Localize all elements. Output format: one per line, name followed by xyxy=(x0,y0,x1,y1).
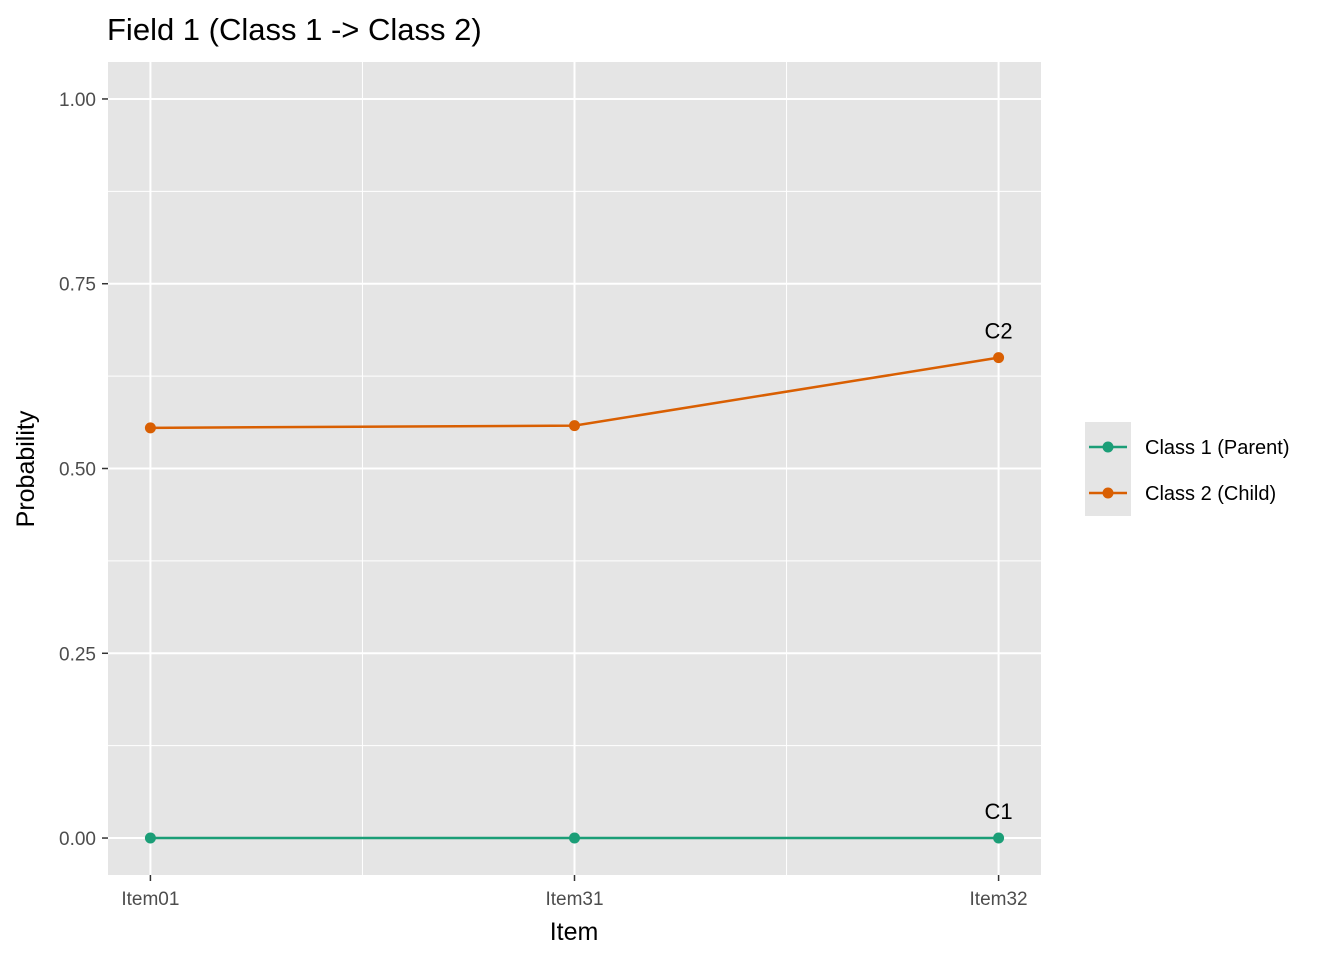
y-tick-label: 0.50 xyxy=(59,460,96,481)
series-2-point xyxy=(144,422,156,434)
x-tick-label: Item31 xyxy=(545,889,603,910)
legend-key-point xyxy=(1102,441,1114,453)
y-tick-label: 1.00 xyxy=(59,90,96,111)
series-1-point xyxy=(993,832,1005,844)
legend-label: Class 1 (Parent) xyxy=(1145,437,1290,459)
legend-label: Class 2 (Child) xyxy=(1145,483,1276,505)
y-axis: 0.00 0.25 0.50 0.75 1.00 xyxy=(59,90,108,850)
series-2-point xyxy=(993,352,1005,364)
x-tick-label: Item32 xyxy=(970,889,1028,910)
y-tick-label: 0.75 xyxy=(59,275,96,296)
series-1-end-label: C1 xyxy=(985,799,1013,824)
y-tick-label: 0.00 xyxy=(59,829,96,850)
series-2-end-label: C2 xyxy=(985,319,1013,344)
x-tick-label: Item01 xyxy=(121,889,179,910)
series-2-point xyxy=(569,420,580,432)
series-1-point xyxy=(569,832,580,844)
series-layer: C1 C2 xyxy=(144,319,1013,844)
legend-key-point xyxy=(1102,487,1114,499)
legend-key-background xyxy=(1085,422,1131,516)
x-axis: Item01 Item31 Item32 xyxy=(121,875,1028,910)
y-axis-title: Probability xyxy=(12,410,40,527)
y-tick-label: 0.25 xyxy=(59,644,96,665)
chart-title: Field 1 (Class 1 -> Class 2) xyxy=(107,12,482,47)
series-1-point xyxy=(144,832,156,844)
legend: Class 1 (Parent) Class 2 (Child) xyxy=(1085,422,1290,516)
x-axis-title: Item xyxy=(550,918,599,946)
